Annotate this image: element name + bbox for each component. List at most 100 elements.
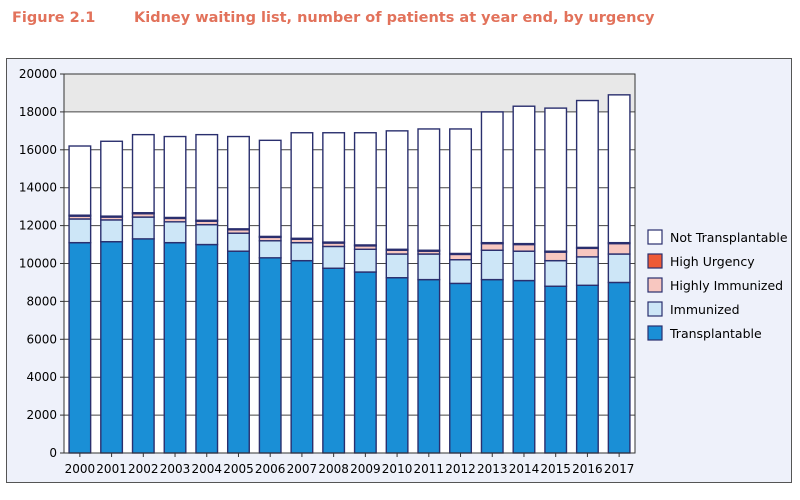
- bar-segment-transplantable: [353, 271, 377, 454]
- bar-segment-not-transplantable: [131, 133, 155, 214]
- y-tick-label: 18000: [19, 105, 57, 119]
- bar-segment-transplantable: [68, 241, 92, 454]
- bar-segment-immunized: [163, 221, 187, 244]
- figure-label: Figure 2.1: [12, 10, 96, 26]
- x-tick-label: 2005: [223, 462, 254, 476]
- y-tick-label: 4000: [26, 370, 57, 384]
- bar-segment-not-transplantable: [163, 135, 187, 219]
- bar-segment-transplantable: [385, 277, 409, 454]
- plot-top-band: [64, 74, 635, 112]
- x-tick-label: 2014: [509, 462, 540, 476]
- bar-segment-not-transplantable: [195, 133, 219, 221]
- bar-segment-not-transplantable: [258, 139, 282, 238]
- x-tick-label: 2013: [477, 462, 508, 476]
- y-tick-label: 20000: [19, 67, 57, 81]
- bar-segment-not-transplantable: [607, 94, 631, 244]
- bars: [68, 94, 631, 454]
- bar-segment-highly-immunized: [575, 247, 599, 258]
- x-tick-label: 2004: [191, 462, 222, 476]
- x-tick-label: 2002: [128, 462, 159, 476]
- bar-segment-immunized: [417, 253, 441, 281]
- bar-segment-not-transplantable: [385, 130, 409, 250]
- bar-segment-transplantable: [544, 285, 568, 454]
- bar-segment-transplantable: [480, 278, 504, 454]
- y-tick-label: 8000: [26, 294, 57, 308]
- x-tick-label: 2015: [540, 462, 571, 476]
- bar-segment-immunized: [68, 218, 92, 244]
- x-tick-label: 2007: [287, 462, 318, 476]
- figure-title: Kidney waiting list, number of patients …: [134, 10, 655, 26]
- bar-segment-not-transplantable: [417, 128, 441, 251]
- bar-segment-not-transplantable: [322, 132, 346, 243]
- bar-segment-not-transplantable: [544, 107, 568, 252]
- legend-swatch: [647, 253, 663, 269]
- bar-segment-transplantable: [131, 238, 155, 454]
- bar-segment-transplantable: [100, 241, 124, 454]
- legend-label: Transplantable: [669, 326, 762, 341]
- x-tick-label: 2000: [65, 462, 96, 476]
- x-tick-label: 2017: [604, 462, 635, 476]
- bar-segment-immunized: [449, 259, 473, 285]
- bar-segment-transplantable: [163, 241, 187, 454]
- bar-segment-immunized: [385, 253, 409, 279]
- x-tick-label: 2003: [160, 462, 191, 476]
- bar-segment-highly-immunized: [449, 253, 473, 261]
- bar-segment-transplantable: [449, 282, 473, 454]
- y-tick-label: 6000: [26, 332, 57, 346]
- bar-segment-highly-immunized: [544, 251, 568, 262]
- x-tick-label: 2001: [96, 462, 127, 476]
- legend-label: Immunized: [670, 302, 740, 317]
- y-axis: 0 2000 4000 6000 8000 10000 12000 14000 16000 180…: [19, 67, 64, 460]
- bar-segment-immunized: [131, 216, 155, 240]
- x-tick-label: 2010: [382, 462, 413, 476]
- bar-segment-not-transplantable: [449, 128, 473, 255]
- legend-swatch: [647, 229, 663, 245]
- bar-segment-immunized: [322, 245, 346, 269]
- bar-segment-immunized: [544, 259, 568, 287]
- x-axis: 2000 2001 2002 2003 2004 2005 2006 2007 2008 2009…: [65, 453, 635, 476]
- bar-segment-transplantable: [195, 243, 219, 454]
- x-tick-label: 2011: [414, 462, 445, 476]
- bar-segment-immunized: [607, 253, 631, 284]
- bar-segment-not-transplantable: [480, 111, 504, 244]
- legend-label: Not Transplantable: [670, 230, 788, 245]
- x-tick-label: 2006: [255, 462, 286, 476]
- bar-segment-not-transplantable: [100, 140, 124, 217]
- bar-segment-highly-immunized: [512, 243, 536, 252]
- bar-segment-immunized: [100, 219, 124, 243]
- bar-segment-immunized: [195, 223, 219, 246]
- figure-header: Figure 2.1 Kidney waiting list, number o…: [12, 6, 655, 30]
- legend-label: High Urgency: [670, 254, 755, 269]
- legend-swatch: [647, 301, 663, 317]
- bar-segment-transplantable: [607, 281, 631, 454]
- gridlines: [64, 111, 635, 416]
- x-tick-label: 2012: [445, 462, 476, 476]
- y-tick-label: 12000: [19, 219, 57, 233]
- bar-segment-immunized: [575, 256, 599, 286]
- y-tick-label: 10000: [19, 257, 57, 271]
- bar-segment-not-transplantable: [290, 132, 314, 239]
- x-tick-label: 2008: [318, 462, 349, 476]
- bar-segment-immunized: [226, 232, 250, 252]
- legend-swatch: [647, 277, 663, 293]
- bar-segment-transplantable: [258, 257, 282, 454]
- bar-segment-not-transplantable: [512, 105, 536, 245]
- bar-segment-not-transplantable: [226, 135, 250, 230]
- bar-segment-immunized: [353, 248, 377, 273]
- bar-segment-transplantable: [226, 250, 250, 454]
- bar-segment-transplantable: [322, 267, 346, 454]
- bar-segment-immunized: [512, 250, 536, 282]
- bar-segment-transplantable: [512, 279, 536, 454]
- x-tick-label: 2009: [350, 462, 381, 476]
- bar-segment-highly-immunized: [480, 242, 504, 251]
- x-tick-label: 2016: [572, 462, 603, 476]
- y-tick-label: 0: [49, 446, 57, 460]
- bar-segment-immunized: [258, 240, 282, 259]
- bar-segment-immunized: [290, 241, 314, 262]
- y-tick-label: 14000: [19, 181, 57, 195]
- y-tick-label: 2000: [26, 408, 57, 422]
- bar-segment-transplantable: [575, 284, 599, 454]
- legend-swatch: [647, 325, 663, 341]
- legend-label: Highly Immunized: [670, 278, 783, 293]
